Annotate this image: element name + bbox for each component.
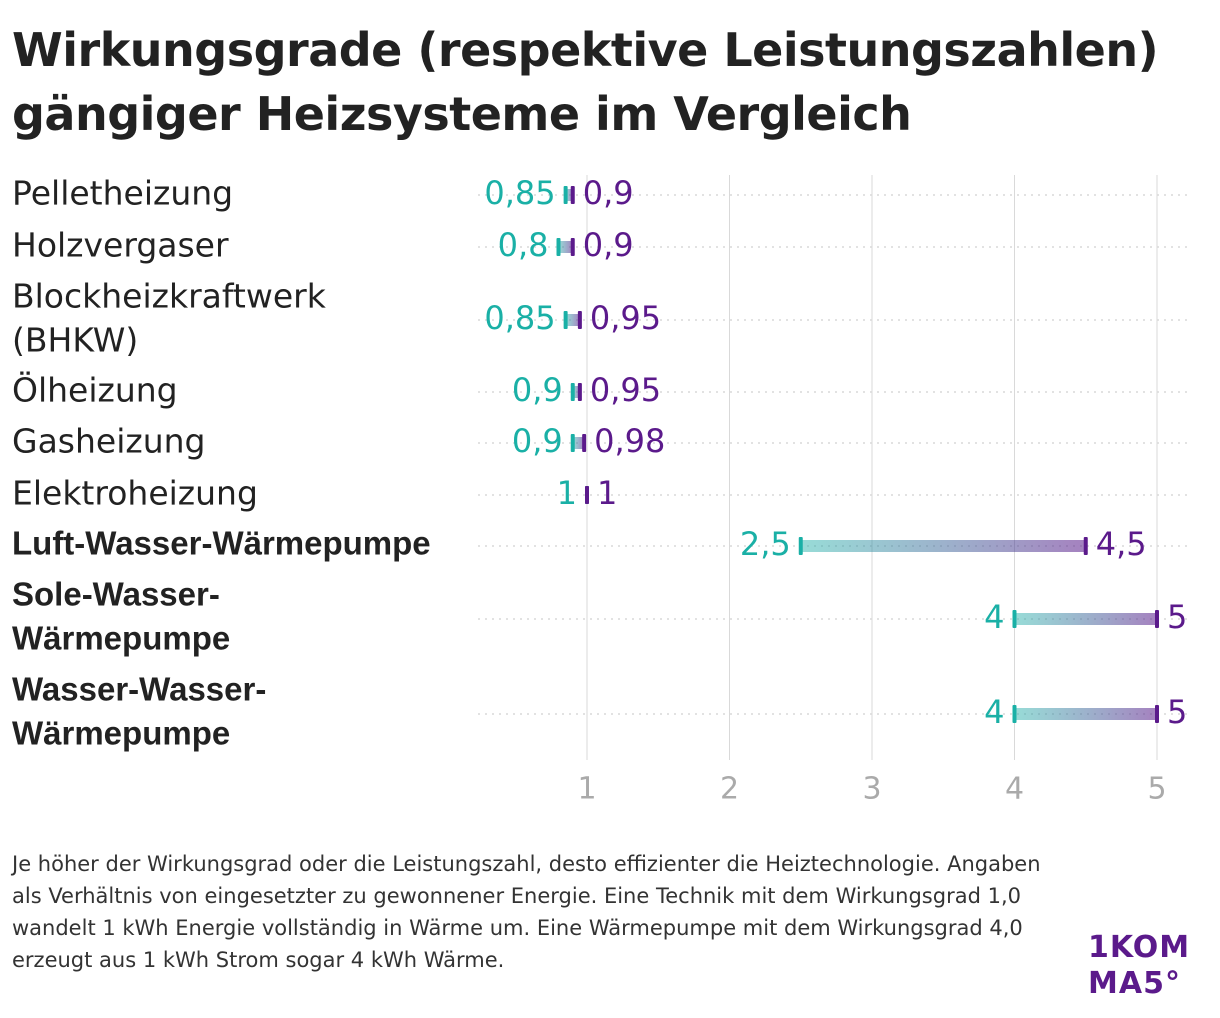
min-value-label: 0,8 <box>498 226 549 264</box>
x-tick-label: 5 <box>1147 772 1166 807</box>
x-tick-label: 4 <box>1005 772 1024 807</box>
category-label: Wärmepumpe <box>12 715 230 752</box>
category-label: Blockheizkraftwerk <box>12 277 327 316</box>
max-value-label: 5 <box>1167 693 1187 731</box>
range-bar <box>572 437 585 449</box>
range-bar <box>565 189 573 201</box>
logo-line-1: 1KOM <box>1088 930 1191 965</box>
min-value-label: 0,9 <box>512 422 563 460</box>
max-value-label: 0,95 <box>590 371 661 409</box>
max-value-label: 0,98 <box>594 422 665 460</box>
x-tick-label: 1 <box>577 772 596 807</box>
min-value-label: 0,9 <box>512 371 563 409</box>
range-bar <box>558 241 573 253</box>
min-marker <box>556 238 561 256</box>
range-bar <box>800 540 1086 552</box>
category-label: (BHKW) <box>12 321 138 360</box>
max-marker <box>570 186 575 204</box>
min-marker <box>563 186 568 204</box>
max-marker <box>570 238 575 256</box>
category-label: Wasser-Wasser- <box>12 671 266 708</box>
min-marker <box>570 434 575 452</box>
brand-logo: 1KOM MA5° <box>1088 930 1190 1002</box>
max-value-label: 0,9 <box>583 174 634 212</box>
category-label: Pelletheizung <box>12 174 233 213</box>
max-value-label: 0,95 <box>590 299 661 337</box>
min-marker <box>798 537 803 555</box>
range-bar <box>1014 613 1157 625</box>
min-marker <box>570 383 575 401</box>
max-marker <box>577 383 582 401</box>
min-marker <box>563 311 568 329</box>
max-marker <box>1155 610 1159 628</box>
range-bar <box>1014 708 1157 720</box>
min-value-label: 4 <box>984 598 1004 636</box>
min-value-label: 2,5 <box>740 525 791 563</box>
category-label: Holzvergaser <box>12 226 229 265</box>
min-value-label: 1 <box>557 474 577 512</box>
category-label: Elektroheizung <box>12 474 258 513</box>
x-tick-label: 2 <box>720 772 739 807</box>
max-marker <box>577 311 582 329</box>
range-bar <box>572 386 580 398</box>
chart-title: Wirkungsgrade (respektive Leistungszahle… <box>12 23 1159 141</box>
footnote: Je höher der Wirkungsgrad oder die Leist… <box>12 852 1041 972</box>
logo-line-2: MA5° <box>1088 966 1181 1001</box>
min-marker <box>1012 705 1017 723</box>
min-value-label: 0,85 <box>484 299 555 337</box>
max-value-label: 4,5 <box>1096 525 1147 563</box>
max-marker <box>585 486 589 504</box>
max-value-label: 5 <box>1167 598 1187 636</box>
min-value-label: 0,85 <box>484 174 555 212</box>
range-bar <box>565 314 580 326</box>
category-label: Sole-Wasser- <box>12 576 220 613</box>
max-value-label: 0,9 <box>583 226 634 264</box>
min-marker <box>1012 610 1017 628</box>
category-label: Ölheizung <box>12 370 178 410</box>
category-label: Wärmepumpe <box>12 620 230 657</box>
category-label: Gasheizung <box>12 422 205 461</box>
max-marker <box>582 434 587 452</box>
x-tick-label: 3 <box>862 772 881 807</box>
max-value-label: 1 <box>597 474 617 512</box>
min-value-label: 4 <box>984 693 1004 731</box>
max-marker <box>1083 537 1088 555</box>
max-marker <box>1155 705 1159 723</box>
category-label: Luft-Wasser-Wärmepumpe <box>12 525 431 562</box>
